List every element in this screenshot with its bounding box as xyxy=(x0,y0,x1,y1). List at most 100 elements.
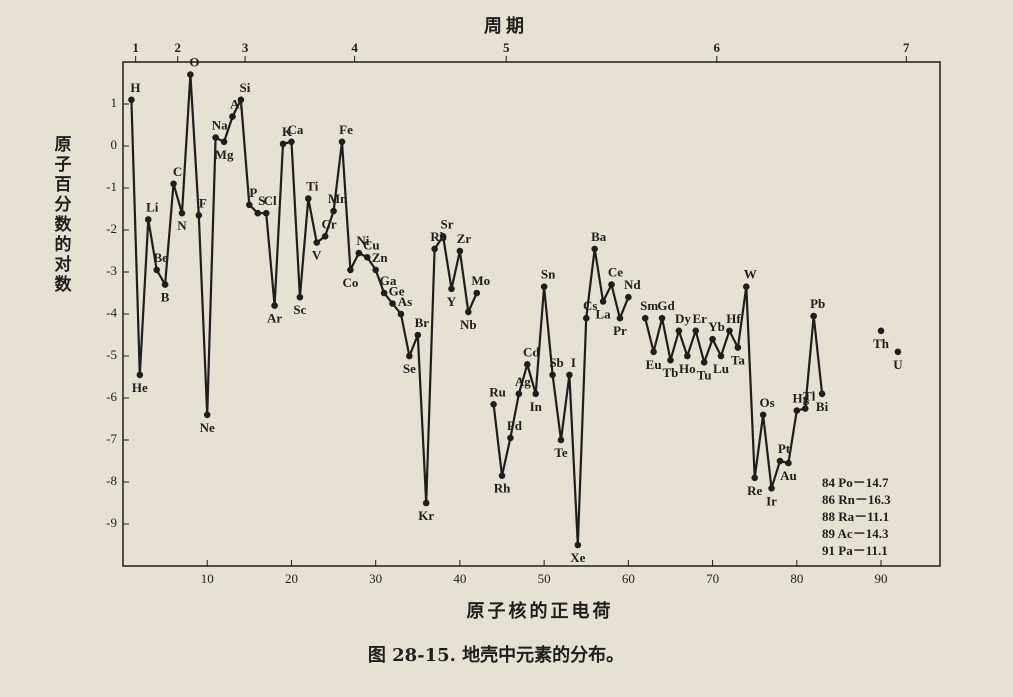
data-point xyxy=(229,113,236,120)
point-label: Cl xyxy=(264,193,277,208)
data-point xyxy=(355,249,363,257)
data-point xyxy=(431,245,438,253)
point-label: Dy xyxy=(675,311,691,326)
x-tick-label: 40 xyxy=(453,571,466,586)
point-label: Cs xyxy=(583,298,597,313)
point-label: Bi xyxy=(816,399,829,414)
data-point xyxy=(203,411,211,419)
point-label: Tb xyxy=(663,365,679,380)
data-point xyxy=(347,266,354,274)
data-point xyxy=(187,71,194,78)
y-tick-label: -7 xyxy=(106,431,117,446)
point-label: Na xyxy=(212,118,228,133)
top-tick-label: 3 xyxy=(242,40,249,55)
x-tick-label: 70 xyxy=(706,571,719,586)
annotation: 88 Ra－11.1 xyxy=(822,509,889,524)
point-label: Ag xyxy=(515,374,531,389)
data-point xyxy=(406,352,413,360)
data-point xyxy=(742,283,750,291)
point-label: Ar xyxy=(267,311,282,326)
point-label: I xyxy=(571,355,576,370)
data-point xyxy=(801,405,809,412)
x-tick-label: 60 xyxy=(622,571,635,586)
point-label: B xyxy=(161,290,170,305)
data-point xyxy=(254,209,262,217)
data-point xyxy=(161,281,169,288)
data-point xyxy=(136,371,144,379)
top-tick-label: 6 xyxy=(714,40,721,55)
x-tick-label: 20 xyxy=(285,571,298,586)
point-label: Tu xyxy=(697,367,712,382)
point-label: N xyxy=(177,218,187,233)
point-label: Nb xyxy=(460,317,477,332)
data-point xyxy=(338,138,346,146)
point-label: Cd xyxy=(523,344,540,359)
point-label: Pd xyxy=(507,418,523,433)
annotation: 86 Rn－16.3 xyxy=(822,492,891,507)
point-label: Ba xyxy=(591,229,607,244)
x-tick-label: 90 xyxy=(875,571,888,586)
point-label: Rb xyxy=(430,229,447,244)
data-point xyxy=(582,314,590,322)
data-point xyxy=(422,499,430,507)
point-label: K xyxy=(282,124,293,139)
point-label: Ir xyxy=(766,493,777,508)
data-point xyxy=(700,359,708,366)
data-point xyxy=(894,348,902,356)
data-point xyxy=(296,293,304,301)
point-label: Mn xyxy=(328,191,348,206)
point-label: U xyxy=(893,357,903,372)
data-point xyxy=(397,310,405,318)
data-point xyxy=(650,348,657,356)
x-tick-label: 10 xyxy=(201,571,214,586)
y-tick-label: -1 xyxy=(106,179,117,194)
point-label: F xyxy=(199,195,207,210)
point-label: Sr xyxy=(441,216,454,231)
point-label: Au xyxy=(780,468,797,483)
data-point xyxy=(877,327,885,335)
data-point xyxy=(304,195,312,202)
data-point xyxy=(616,314,624,322)
point-label: Si xyxy=(239,80,250,95)
data-point xyxy=(128,96,135,104)
data-point xyxy=(473,289,481,297)
point-label: P xyxy=(249,185,257,200)
top-tick-label: 4 xyxy=(351,40,358,55)
data-point xyxy=(515,390,523,398)
point-label: Pt xyxy=(778,441,791,456)
point-label: H xyxy=(130,80,140,95)
data-point xyxy=(759,411,767,419)
data-point xyxy=(726,327,733,335)
y-tick-label: 1 xyxy=(111,95,118,110)
data-point xyxy=(262,209,270,217)
top-tick-label: 1 xyxy=(132,40,139,55)
y-tick-label: -4 xyxy=(106,305,117,320)
point-label: Pb xyxy=(810,296,825,311)
y-axis-title: 原子百分数的对数 xyxy=(51,135,72,295)
data-point xyxy=(658,314,666,322)
point-label: Gd xyxy=(657,298,675,313)
point-label: Xe xyxy=(570,550,585,565)
point-label: Re xyxy=(747,483,762,498)
data-point xyxy=(557,436,565,444)
point-label: Cu xyxy=(363,237,380,252)
data-point xyxy=(279,140,287,148)
point-label: Ga xyxy=(380,273,397,288)
data-point xyxy=(288,138,295,146)
data-point xyxy=(330,207,337,215)
data-point xyxy=(734,344,742,351)
top-tick-label: 2 xyxy=(174,40,181,55)
data-point xyxy=(675,327,683,335)
point-label: V xyxy=(312,248,322,263)
data-point xyxy=(768,485,775,492)
annotation-box xyxy=(816,475,928,563)
point-label: Zn xyxy=(372,250,389,265)
point-label: Hf xyxy=(726,311,741,326)
point-label: Cr xyxy=(322,216,337,231)
point-label: Sb xyxy=(549,355,563,370)
point-label: Ho xyxy=(679,361,696,376)
point-label: Ca xyxy=(288,122,304,137)
point-label: Sm xyxy=(640,298,658,313)
point-label: Y xyxy=(447,294,457,309)
